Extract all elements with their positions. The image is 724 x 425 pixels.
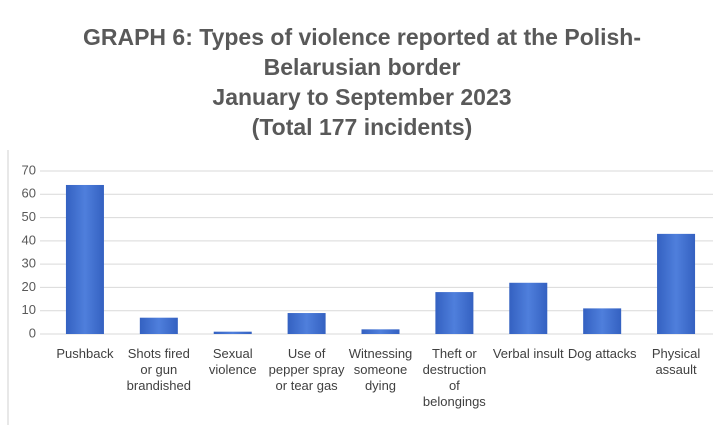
y-tick-label: 70	[22, 162, 36, 177]
chart-subtitle: January to September 2023	[212, 84, 512, 110]
y-tick-label: 10	[22, 302, 36, 317]
x-tick-label: Shots fired or gun brandished	[126, 346, 191, 393]
y-tick-label: 60	[22, 186, 36, 201]
x-tick-label: Sexual violence	[208, 346, 257, 377]
x-tick-label: Physical assault	[651, 346, 701, 377]
bar	[509, 282, 548, 334]
bar	[657, 233, 696, 334]
x-tick-label: Verbal insult	[492, 346, 564, 361]
x-tick-label: Theft or destruction of belongings	[422, 346, 487, 409]
y-tick-label: 0	[29, 325, 36, 340]
bar	[287, 313, 326, 334]
x-tick-label: Pushback	[56, 346, 114, 361]
bar	[435, 292, 474, 334]
chart-title: GRAPH 6: Types of violence reported at t…	[82, 24, 642, 80]
y-tick-label: 20	[22, 279, 36, 294]
y-tick-label: 40	[22, 232, 36, 247]
x-tick-label: Use of pepper spray or tear gas	[268, 346, 345, 393]
chart-subtitle: (Total 177 incidents)	[251, 114, 473, 140]
y-tick-label: 50	[22, 209, 36, 224]
bar	[361, 329, 400, 334]
bar	[583, 308, 622, 334]
x-tick-label: Witnessing someone dying	[348, 346, 413, 393]
bar	[213, 331, 252, 334]
y-tick-label: 30	[22, 256, 36, 271]
bar	[65, 184, 104, 334]
bar	[139, 317, 178, 334]
x-tick-label: Dog attacks	[567, 346, 637, 361]
title-block: GRAPH 6: Types of violence reported at t…	[62, 22, 662, 142]
